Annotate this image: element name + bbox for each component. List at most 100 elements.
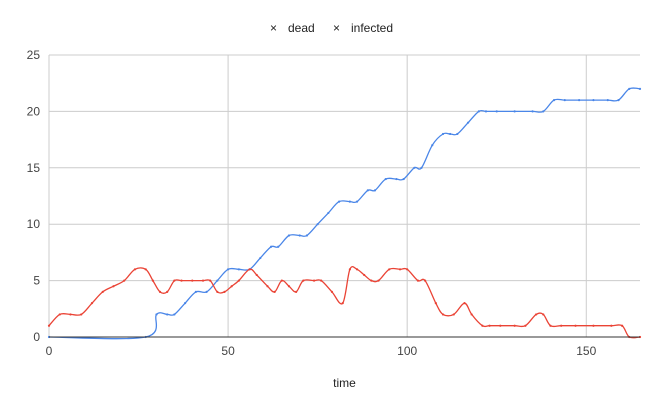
data-point-dead — [237, 268, 240, 271]
data-point-dead — [402, 177, 405, 181]
data-point-infected — [223, 290, 226, 293]
data-point-infected — [312, 279, 316, 282]
data-point-dead — [173, 313, 176, 316]
series-line-dead — [48, 87, 641, 340]
data-point-dead — [298, 234, 301, 237]
data-point-dead — [441, 132, 445, 136]
data-point-dead — [395, 177, 398, 181]
data-point-dead — [466, 121, 470, 124]
data-point-infected — [144, 268, 147, 271]
data-point-infected — [535, 313, 538, 316]
y-tick-label: 25 — [27, 48, 41, 62]
data-point-dead — [484, 110, 488, 113]
data-point-infected — [280, 279, 283, 282]
data-point-dead — [155, 313, 158, 316]
data-point-dead — [606, 99, 609, 102]
data-point-infected — [610, 324, 613, 327]
data-point-dead — [327, 211, 330, 215]
data-point-infected — [302, 279, 305, 282]
data-point-infected — [377, 279, 380, 282]
data-point-infected — [416, 279, 420, 282]
data-point-dead — [269, 245, 273, 248]
data-point-dead — [431, 144, 434, 147]
y-tick-label: 20 — [27, 104, 41, 118]
data-point-infected — [463, 302, 466, 305]
data-point-dead — [513, 110, 516, 113]
data-point-dead — [338, 200, 341, 203]
data-point-infected — [524, 324, 527, 327]
data-point-infected — [330, 290, 334, 293]
data-point-infected — [69, 313, 72, 316]
data-point-dead — [449, 132, 452, 136]
data-point-infected — [101, 290, 104, 293]
y-tick-label: 0 — [33, 330, 40, 344]
data-point-dead — [373, 189, 377, 192]
data-point-infected — [370, 279, 373, 282]
data-point-infected — [423, 279, 427, 282]
data-point-infected — [287, 285, 291, 288]
x-tick-label: 150 — [576, 344, 596, 358]
data-point-infected — [406, 268, 409, 271]
data-point-infected — [191, 279, 194, 282]
data-point-infected — [112, 285, 115, 288]
legend-marker-infected: × — [333, 21, 340, 35]
data-point-infected — [341, 302, 344, 305]
data-point-infected — [434, 302, 437, 305]
data-point-dead — [216, 279, 219, 282]
data-point-infected — [230, 285, 233, 288]
data-point-infected — [441, 313, 445, 316]
data-point-infected — [248, 268, 251, 271]
data-point-infected — [237, 279, 240, 282]
data-point-dead — [384, 177, 387, 181]
data-point-infected — [158, 290, 162, 293]
data-point-infected — [348, 268, 351, 271]
data-point-infected — [90, 302, 94, 305]
legend-label-dead: dead — [288, 21, 315, 35]
data-point-infected — [542, 313, 545, 316]
data-point-dead — [542, 110, 545, 113]
data-point-infected — [549, 324, 552, 327]
chart-legend: × dead × infected — [270, 21, 393, 35]
legend-label-infected: infected — [351, 21, 393, 35]
data-point-infected — [80, 313, 83, 316]
data-point-infected — [266, 285, 269, 288]
data-point-infected — [574, 324, 577, 327]
series-line-infected — [48, 265, 641, 339]
data-point-dead — [578, 99, 581, 102]
data-point-infected — [151, 279, 154, 282]
y-tick-label: 15 — [27, 161, 41, 175]
data-point-infected — [173, 279, 176, 282]
data-point-infected — [398, 268, 402, 271]
data-point-infected — [58, 313, 61, 316]
data-point-dead — [617, 99, 620, 102]
data-point-dead — [205, 290, 208, 293]
y-tick-label: 10 — [27, 217, 41, 231]
data-point-infected — [47, 324, 51, 327]
data-point-dead — [355, 200, 359, 203]
data-point-dead — [456, 132, 459, 136]
chart-grid — [48, 54, 640, 337]
x-tick-label: 100 — [397, 344, 417, 358]
data-point-dead — [628, 87, 631, 90]
data-point-infected — [481, 324, 484, 327]
data-point-dead — [348, 200, 351, 203]
data-point-infected — [123, 279, 126, 282]
data-point-infected — [133, 268, 137, 271]
data-point-infected — [209, 279, 212, 282]
data-point-dead — [531, 110, 534, 113]
data-point-dead — [495, 110, 498, 113]
series-layer — [47, 87, 642, 340]
data-point-dead — [592, 99, 595, 102]
data-point-infected — [499, 324, 502, 327]
data-point-dead — [194, 290, 197, 293]
data-point-infected — [273, 290, 276, 293]
data-point-infected — [201, 279, 205, 282]
data-point-dead — [287, 234, 291, 237]
data-point-infected — [513, 324, 516, 327]
data-point-infected — [295, 290, 298, 293]
data-point-infected — [560, 324, 563, 327]
data-point-infected — [488, 324, 491, 327]
x-axis-title: time — [333, 376, 356, 390]
data-point-dead — [552, 99, 556, 102]
data-point-dead — [226, 268, 230, 271]
